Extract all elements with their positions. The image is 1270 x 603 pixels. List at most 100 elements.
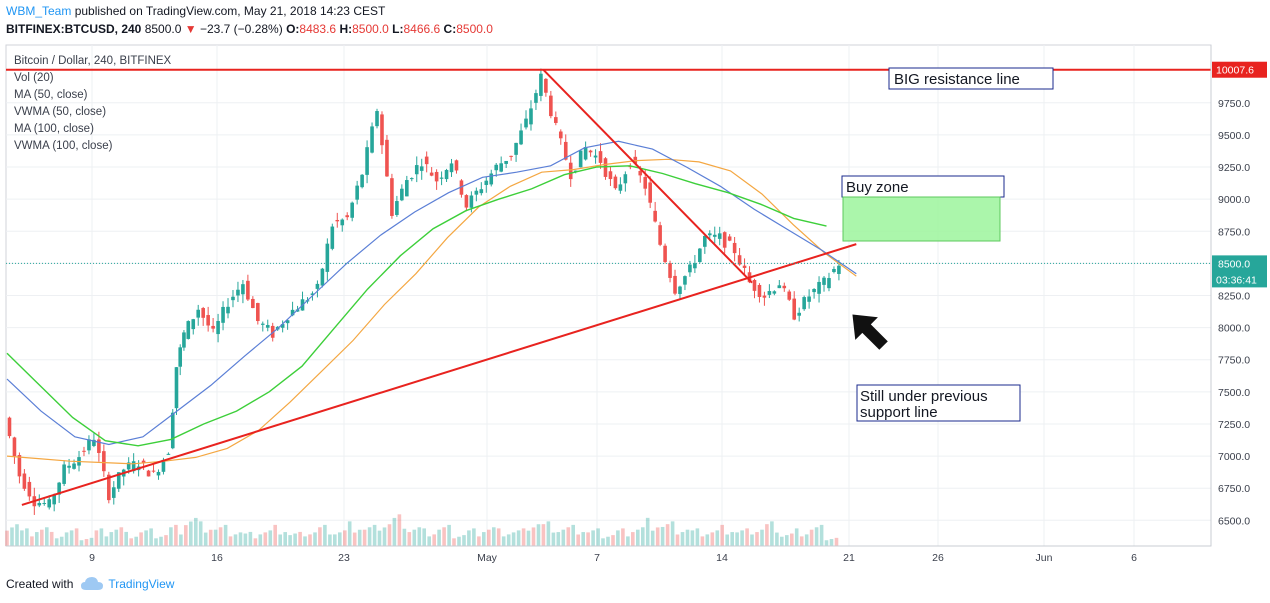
candle-body <box>544 78 548 93</box>
chart-legend: Bitcoin / Dollar, 240, BITFINEX Vol (20)… <box>14 55 172 152</box>
candle-body <box>787 291 792 300</box>
volume-bars <box>5 514 839 546</box>
volume-bar <box>496 528 501 546</box>
candle-body <box>703 235 707 247</box>
volume-bar <box>189 521 193 546</box>
volume-bar <box>402 528 407 546</box>
candle-body <box>380 114 384 146</box>
candle-body <box>270 325 275 338</box>
legend-study-5: VWMA (100, close) <box>14 140 113 152</box>
volume-bar <box>665 524 670 546</box>
volume-bar <box>755 532 759 546</box>
candle-body <box>802 297 806 310</box>
volume-bar <box>318 527 322 546</box>
resistance-price-label: 10007.6 <box>1216 65 1254 77</box>
volume-bar <box>233 534 238 546</box>
price-chart[interactable]: 6500.0 6750.0 7000.0 7250.0 7500.0 7750.0 8000… <box>0 43 1270 567</box>
candle-body <box>797 312 801 316</box>
candle-body <box>573 170 578 172</box>
candle-body <box>246 280 250 300</box>
volume-bar <box>40 529 44 546</box>
candle-body <box>429 172 434 176</box>
candle-body <box>335 219 340 222</box>
candle-body <box>62 464 66 484</box>
volume-bar <box>447 524 451 546</box>
candle-body <box>27 481 32 497</box>
volume-bar <box>119 527 124 546</box>
candle-body <box>146 470 151 477</box>
author-link[interactable]: WBM_Team <box>6 4 72 18</box>
volume-bar <box>546 521 551 546</box>
volume-bar <box>203 532 208 546</box>
volume-bar <box>645 517 650 546</box>
volume-bar <box>457 536 461 546</box>
candle-body <box>360 174 364 188</box>
volume-bar <box>566 527 571 546</box>
tradingview-logo[interactable]: TradingView <box>81 577 174 591</box>
volume-bar <box>268 530 273 546</box>
candle-body <box>519 130 523 145</box>
volume-bar <box>293 533 297 546</box>
candle-body <box>221 306 225 323</box>
candle-body <box>474 190 479 195</box>
x-tick-label: 26 <box>932 552 944 564</box>
candle-body <box>722 232 727 248</box>
volume-bar <box>194 517 198 546</box>
volume-bar <box>576 534 580 546</box>
candle-body <box>742 265 747 268</box>
vwma50-line <box>6 140 857 446</box>
candle-body <box>226 306 230 314</box>
volume-bar <box>352 532 357 546</box>
candle-body <box>251 298 255 309</box>
candle-body <box>285 320 290 324</box>
volume-bar <box>20 530 24 546</box>
candle-body <box>22 473 27 489</box>
candle-body <box>623 174 628 184</box>
candle-body <box>141 460 146 463</box>
candle-body <box>827 278 831 289</box>
volume-bar <box>144 530 148 546</box>
volume-bar <box>442 527 446 546</box>
candle-body <box>126 462 131 470</box>
candle-body <box>320 268 325 286</box>
volume-bar <box>819 524 824 546</box>
y-tick-label: 6750.0 <box>1218 483 1250 495</box>
candle-body <box>583 147 588 160</box>
candle-body <box>231 296 235 301</box>
buy-zone-note: Buy zone <box>846 179 909 196</box>
candle-body <box>434 171 439 182</box>
candle-body <box>151 470 156 472</box>
candle-body <box>509 155 513 157</box>
volume-bar <box>154 538 158 546</box>
ohlc-line: BITFINEX:BTCUSD, 240 8500.0 ▼ −23.7 (−0.… <box>6 22 493 36</box>
volume-bar <box>382 527 387 546</box>
candle-body <box>236 289 240 296</box>
volume-bar <box>452 538 456 546</box>
candle-body <box>752 279 757 291</box>
volume-bar <box>596 528 600 546</box>
volume-bar <box>198 521 203 546</box>
volume-bar <box>333 534 337 546</box>
resistance-price-tag <box>1212 61 1267 78</box>
candle-body <box>683 276 687 285</box>
volume-bar <box>89 537 94 546</box>
volume-bar <box>715 530 720 546</box>
candle-body <box>67 465 71 468</box>
candle-body <box>174 367 179 409</box>
candle-body <box>315 283 320 289</box>
volume-bar <box>273 524 277 546</box>
candle-body <box>653 210 657 222</box>
y-tick-label: 8250.0 <box>1218 291 1250 303</box>
volume-bar <box>601 538 605 546</box>
volume-bar <box>685 529 690 546</box>
candle-body <box>678 286 682 295</box>
volume-bar <box>511 532 516 546</box>
candle-body <box>439 177 444 179</box>
volume-bar <box>159 536 163 546</box>
candle-body <box>673 275 677 294</box>
volume-bar <box>69 530 74 546</box>
volume-bar <box>641 527 645 546</box>
candle-body <box>72 463 76 469</box>
candle-body <box>375 111 379 127</box>
volume-bar <box>54 538 59 546</box>
